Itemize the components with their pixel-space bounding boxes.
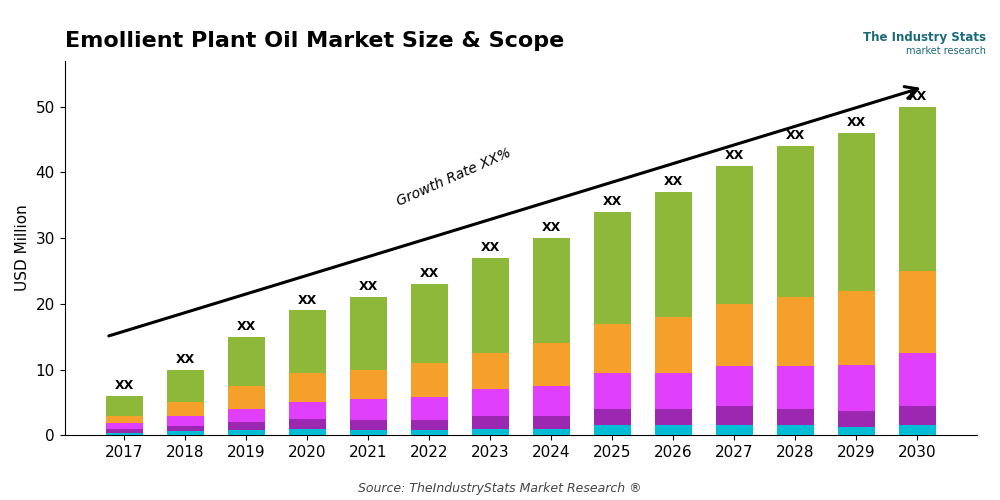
Text: XX: XX xyxy=(359,280,378,293)
Bar xyxy=(838,290,875,365)
Bar xyxy=(472,416,509,428)
Bar xyxy=(472,390,509,415)
Bar xyxy=(533,238,570,344)
Bar xyxy=(167,416,204,426)
Bar xyxy=(228,422,265,430)
Bar xyxy=(533,386,570,416)
Text: XX: XX xyxy=(542,221,561,234)
Bar xyxy=(350,399,387,420)
Bar xyxy=(777,146,814,298)
Bar xyxy=(777,426,814,436)
Bar xyxy=(594,426,631,436)
Text: XX: XX xyxy=(847,116,866,129)
Bar xyxy=(106,430,143,432)
Bar xyxy=(594,409,631,426)
Bar xyxy=(289,310,326,373)
Bar xyxy=(899,353,936,406)
Bar xyxy=(350,420,387,430)
Bar xyxy=(167,370,204,402)
Text: market research: market research xyxy=(906,46,986,56)
Text: XX: XX xyxy=(481,241,500,254)
Y-axis label: USD Million: USD Million xyxy=(15,204,30,292)
Bar xyxy=(716,366,753,406)
Text: Growth Rate XX%: Growth Rate XX% xyxy=(395,146,513,208)
Bar xyxy=(838,411,875,428)
Bar xyxy=(411,430,448,436)
Bar xyxy=(228,430,265,436)
Bar xyxy=(289,428,326,436)
Bar xyxy=(838,133,875,290)
Bar xyxy=(838,365,875,411)
Bar xyxy=(594,324,631,373)
Bar xyxy=(777,366,814,409)
Bar xyxy=(167,402,204,416)
Bar xyxy=(228,409,265,422)
Bar xyxy=(350,298,387,370)
Bar xyxy=(655,192,692,317)
Bar xyxy=(167,426,204,432)
Text: XX: XX xyxy=(908,90,927,103)
Bar xyxy=(411,363,448,397)
Bar xyxy=(411,420,448,430)
Text: XX: XX xyxy=(786,130,805,142)
Bar xyxy=(106,423,143,430)
Bar xyxy=(899,426,936,436)
Bar xyxy=(899,271,936,353)
Text: XX: XX xyxy=(725,149,744,162)
Bar xyxy=(533,416,570,428)
Bar xyxy=(899,107,936,271)
Bar xyxy=(350,370,387,399)
Bar xyxy=(289,402,326,419)
Bar xyxy=(289,419,326,428)
Text: The Industry Stats: The Industry Stats xyxy=(863,31,986,44)
Bar xyxy=(594,373,631,409)
Bar xyxy=(289,373,326,402)
Bar xyxy=(655,409,692,426)
Bar xyxy=(655,317,692,373)
Bar xyxy=(472,353,509,390)
Text: Emollient Plant Oil Market Size & Scope: Emollient Plant Oil Market Size & Scope xyxy=(65,31,564,51)
Bar xyxy=(167,432,204,436)
Bar xyxy=(716,304,753,366)
Bar xyxy=(228,386,265,409)
Bar xyxy=(411,284,448,363)
Bar xyxy=(106,396,143,415)
Bar xyxy=(716,166,753,304)
Bar xyxy=(411,397,448,420)
Text: XX: XX xyxy=(298,294,317,306)
Text: XX: XX xyxy=(115,379,134,392)
Text: XX: XX xyxy=(420,267,439,280)
Text: XX: XX xyxy=(237,320,256,333)
Bar xyxy=(106,432,143,436)
Bar xyxy=(228,336,265,386)
Bar xyxy=(838,428,875,436)
Text: Source: TheIndustryStats Market Research ®: Source: TheIndustryStats Market Research… xyxy=(358,482,642,495)
Bar xyxy=(533,428,570,436)
Bar xyxy=(350,430,387,436)
Text: XX: XX xyxy=(603,195,622,208)
Bar xyxy=(472,258,509,353)
Text: XX: XX xyxy=(664,176,683,188)
Bar xyxy=(777,409,814,426)
Text: XX: XX xyxy=(176,352,195,366)
Bar xyxy=(106,416,143,423)
Bar xyxy=(472,428,509,436)
Bar xyxy=(533,344,570,386)
Bar xyxy=(655,426,692,436)
Bar xyxy=(777,298,814,366)
Bar xyxy=(655,373,692,409)
Bar xyxy=(716,426,753,436)
Bar xyxy=(716,406,753,425)
Bar xyxy=(899,406,936,425)
Bar xyxy=(594,212,631,324)
